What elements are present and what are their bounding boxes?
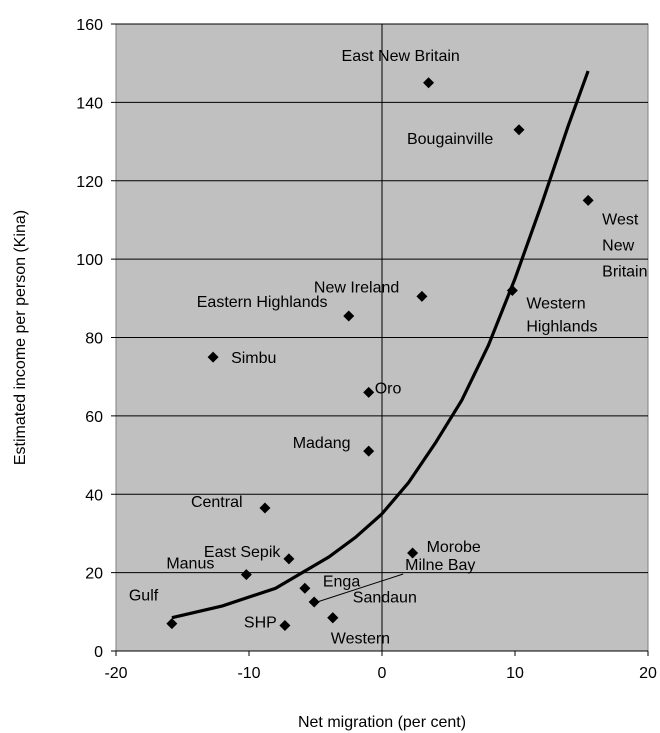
label-milne-bay: Milne Bay [405,557,475,574]
label-madang: Madang [293,435,351,452]
data-point-oro [363,386,375,398]
data-point-western-highlands [506,284,518,296]
label-west-new-britain: West New Britain [602,211,647,280]
label-central: Central [191,494,243,511]
data-point-milne-bay [308,596,320,608]
x-tick-label: -10 [237,665,260,682]
label-shp: SHP [244,615,277,632]
y-tick-label: 140 [76,95,103,112]
label-oro: Oro [375,380,402,397]
milne-bay-leader-line [317,573,404,603]
label-western: Western [331,631,390,648]
x-tick-label: 10 [506,665,524,682]
data-points [166,77,594,632]
tick-labels: 0 20 40 60 80 100 120 140 160 -20 -10 0 10 20 [76,17,657,682]
data-point-enga [299,582,311,594]
label-gulf: Gulf [129,588,159,605]
x-tick-label: 20 [639,665,657,682]
trendline [171,70,590,620]
label-east-new-britain: East New Britain [342,48,460,65]
y-tick-label: 0 [94,644,103,661]
y-tick-label: 100 [76,252,103,269]
y-tick-label: 40 [85,487,103,504]
data-point-new-ireland [416,290,428,302]
y-tick-label: 120 [76,174,103,191]
label-manus: Manus [166,556,214,573]
data-point-east-sepik [283,553,295,565]
data-point-madang [363,445,375,457]
y-tick-label: 160 [76,17,103,34]
label-east-sepik: East Sepik [204,544,281,561]
data-point-bougainville [513,124,525,136]
data-point-shp [279,620,291,632]
y-tick-label: 60 [85,409,103,426]
label-western-highlands: Western Highlands [526,295,597,335]
y-tick-label: 20 [85,566,103,583]
label-morobe: Morobe [427,539,481,556]
data-point-manus [240,569,252,581]
data-point-east-new-britain [423,77,435,89]
label-bougainville: Bougainville [407,131,493,148]
x-tick-label: -20 [104,665,127,682]
label-simbu: Simbu [231,350,276,367]
data-point-simbu [207,351,219,363]
point-labels: East New Britain Bougainville West New Brita… [129,48,648,648]
x-tick-label: 0 [378,665,387,682]
data-point-central [259,502,271,514]
label-sandaun: Sandaun [353,590,417,607]
data-point-eastern-highlands [343,310,355,322]
label-eastern-highlands: Eastern Highlands [197,294,328,311]
y-tick-label: 80 [85,331,103,348]
label-new-ireland: New Ireland [314,279,399,296]
data-point-western [327,612,339,624]
data-point-gulf [166,618,178,630]
data-point-morobe [407,547,419,559]
data-point-west-new-britain [582,194,594,206]
x-axis-label: Net migration (per cent) [298,714,466,731]
y-axis-label: Estimated income per person (Kina) [12,210,29,465]
label-enga: Enga [323,573,360,590]
